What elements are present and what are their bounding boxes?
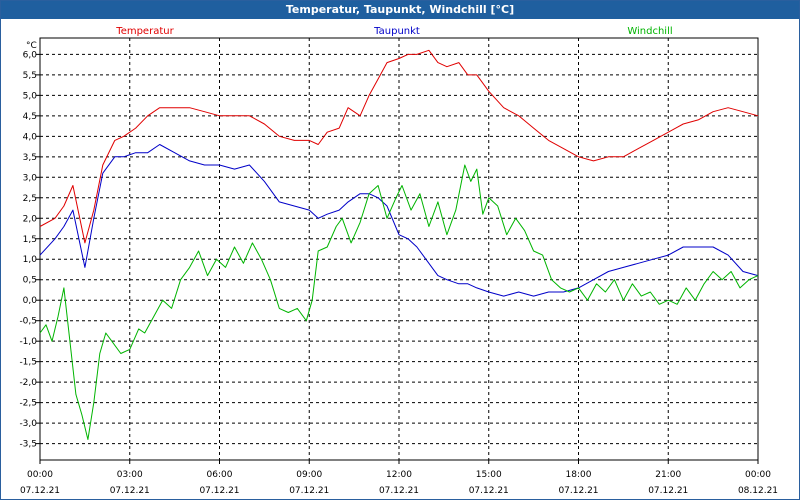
x-tick-date: 08.12.21 (738, 486, 778, 496)
legend-entry-taupunkt: Taupunkt (373, 26, 420, 37)
y-tick-label: -1,0 (19, 337, 37, 347)
x-axis-tick-labels: 00:00 07.12.21 03:00 07.12.21 06:00 07.12.21 0… (20, 470, 778, 496)
y-tick-label: 2,0 (23, 214, 38, 224)
y-tick-label: -3,0 (19, 419, 37, 429)
y-tick-label: 3,5 (23, 153, 37, 163)
y-axis-label: °C (26, 41, 37, 51)
y-tick-label: 2,5 (23, 194, 37, 204)
x-tick-time: 00:00 (27, 470, 53, 480)
x-tick-date: 07.12.21 (469, 486, 509, 496)
x-tick-time: 03:00 (117, 470, 143, 480)
legend-entry-windchill: Windchill (627, 26, 672, 37)
x-tick-date: 07.12.21 (199, 486, 239, 496)
x-tick-time: 00:00 (745, 470, 771, 480)
x-tick-date: 07.12.21 (20, 486, 60, 496)
y-tick-label: -3,5 (19, 440, 37, 450)
y-tick-label: 3,0 (23, 173, 38, 183)
x-tick-date: 07.12.21 (289, 486, 329, 496)
x-tick-date: 07.12.21 (379, 486, 419, 496)
y-tick-label: 5,0 (23, 91, 38, 101)
x-tick-time: 12:00 (386, 470, 412, 480)
series-lines (39, 49, 759, 440)
legend: Temperatur Taupunkt Windchill (115, 26, 672, 37)
x-tick-time: 21:00 (655, 470, 681, 480)
grid-lines (36, 38, 759, 464)
legend-entry-temperatur: Temperatur (115, 26, 174, 37)
x-tick-time: 09:00 (296, 470, 322, 480)
y-tick-label: 4,0 (23, 132, 38, 142)
y-axis-tick-labels: 6,0 5,5 5,0 4,5 4,0 3,5 3,0 2,5 2,0 1,5 1,0 0,5 0,0 -… (19, 50, 37, 449)
x-tick-time: 06:00 (207, 470, 233, 480)
x-tick-time: 18:00 (566, 470, 592, 480)
y-tick-label: 0,0 (23, 296, 38, 306)
series-line-temperatur (39, 49, 759, 244)
series-line-windchill (39, 164, 759, 440)
y-tick-label: 6,0 (23, 50, 38, 60)
x-tick-time: 15:00 (476, 470, 502, 480)
y-tick-label: -2,0 (19, 378, 37, 388)
y-tick-label: 5,5 (23, 71, 37, 81)
y-tick-label: 0,5 (23, 276, 37, 286)
y-tick-label: -0,5 (19, 317, 37, 327)
x-tick-date: 07.12.21 (648, 486, 688, 496)
x-tick-date: 07.12.21 (558, 486, 598, 496)
plot-area-border (39, 37, 759, 461)
y-tick-label: 4,5 (23, 112, 37, 122)
y-tick-label: -1,5 (19, 358, 37, 368)
y-tick-label: 1,5 (23, 235, 37, 245)
y-tick-label: 1,0 (23, 255, 38, 265)
x-tick-date: 07.12.21 (110, 486, 150, 496)
chart-title: Temperatur, Taupunkt, Windchill [°C] (1, 1, 799, 19)
y-tick-label: -2,5 (19, 399, 37, 409)
